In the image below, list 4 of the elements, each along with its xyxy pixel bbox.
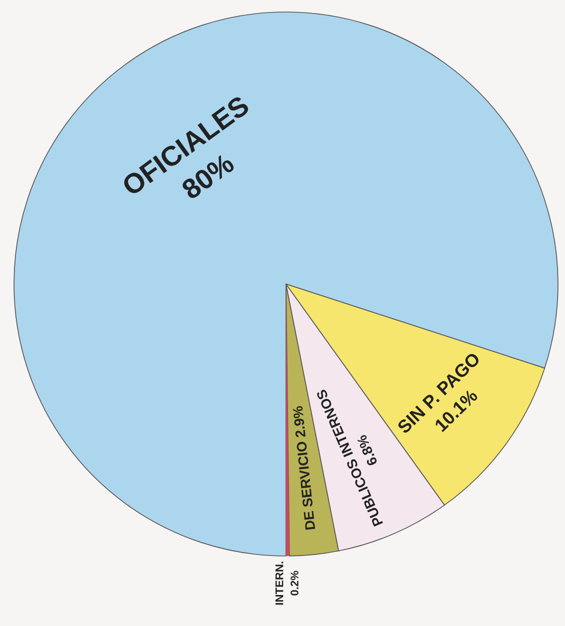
data-label: 0.2%	[290, 570, 298, 596]
slice-label: INTERN.	[276, 562, 284, 605]
pie-slice	[14, 12, 558, 556]
slice-label: DE SERVICIO 2.9%	[292, 406, 316, 530]
